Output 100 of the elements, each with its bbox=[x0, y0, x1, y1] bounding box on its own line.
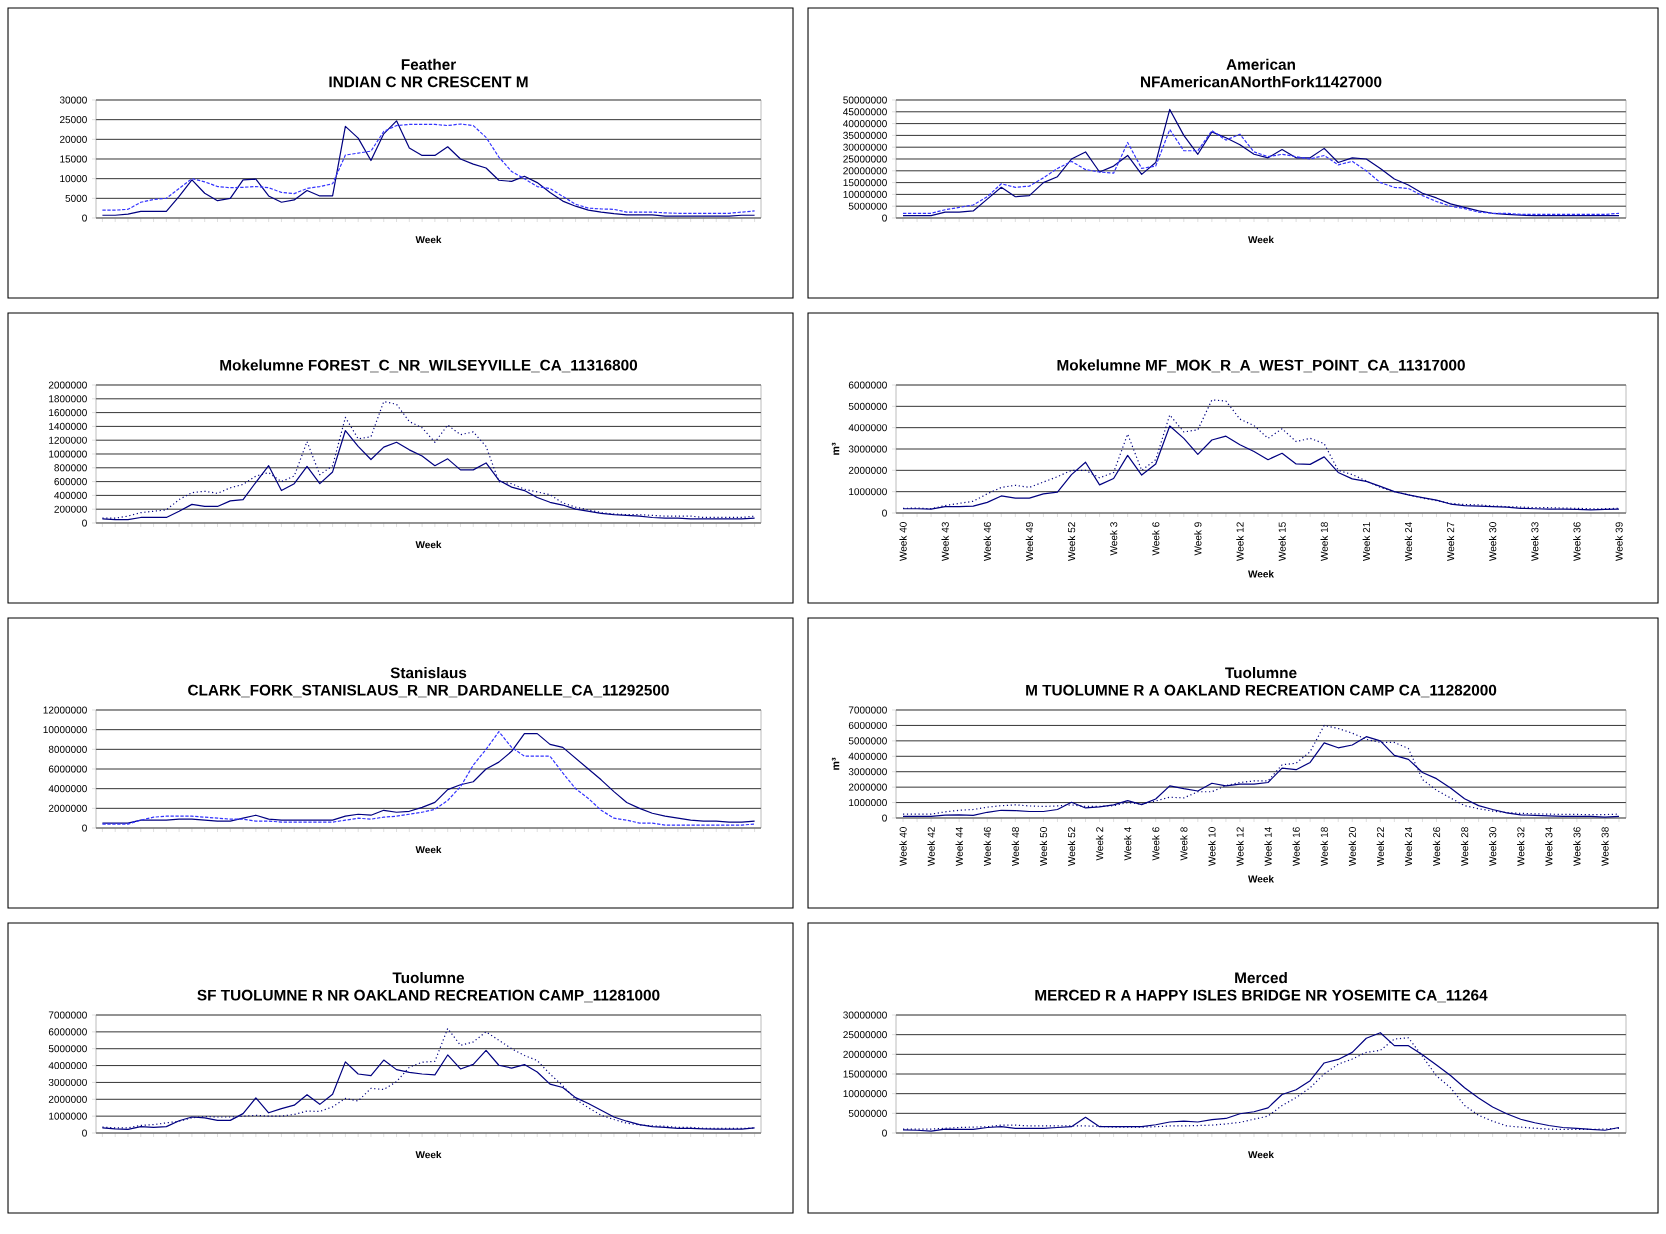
chart-title: Tuolumne bbox=[1225, 666, 1297, 679]
y-tick-label: 4000000 bbox=[48, 785, 87, 793]
y-tick-label: 1000000 bbox=[849, 488, 887, 496]
y-tick-label: 2000000 bbox=[848, 466, 887, 474]
y-tick-label: 5000000 bbox=[848, 1109, 887, 1117]
x-tick-label: Week 32 bbox=[1517, 827, 1525, 866]
y-tick-label: 0 bbox=[82, 519, 87, 527]
chart-subtitle: MERCED R A HAPPY ISLES BRIDGE NR YOSEMITE CA_11264 bbox=[1035, 989, 1488, 1003]
x-tick-label: Week 44 bbox=[955, 827, 963, 866]
y-tick-label: 20000 bbox=[59, 135, 87, 143]
x-tick-label: Week 10 bbox=[1208, 827, 1216, 866]
x-tick-label: Week 40 bbox=[899, 827, 907, 866]
x-tick-label: Week 21 bbox=[1362, 522, 1370, 561]
y-axis-title: m³ bbox=[831, 757, 840, 770]
x-axis-title: Week bbox=[1248, 235, 1274, 244]
x-tick-label: Week 14 bbox=[1264, 827, 1272, 866]
x-tick-label: Week 38 bbox=[1601, 827, 1609, 866]
chart-subtitle: INDIAN C NR CRESCENT M bbox=[329, 76, 528, 88]
y-tick-label: 3000000 bbox=[848, 445, 887, 453]
y-tick-label: 15000 bbox=[60, 155, 87, 163]
chart-subtitle: M TUOLUMNE R A OAKLAND RECREATION CAMP CA_11282000 bbox=[1026, 684, 1497, 698]
y-tick-label: 2000000 bbox=[48, 1095, 87, 1103]
y-tick-label: 7000000 bbox=[848, 706, 887, 714]
x-tick-label: Week 20 bbox=[1348, 827, 1356, 866]
y-tick-label: 10000000 bbox=[843, 190, 887, 198]
x-tick-label: Week 39 bbox=[1615, 522, 1623, 561]
x-tick-label: Week 30 bbox=[1488, 522, 1497, 561]
y-tick-label: 20000000 bbox=[843, 1050, 887, 1058]
y-tick-label: 30000000 bbox=[843, 143, 887, 151]
x-tick-label: Week 28 bbox=[1460, 827, 1469, 866]
x-tick-label: Week 12 bbox=[1236, 827, 1244, 866]
x-axis-title: Week bbox=[415, 845, 442, 854]
x-axis-title: Week bbox=[415, 235, 442, 244]
chart-title: Merced bbox=[1235, 971, 1287, 984]
y-tick-label: 30000000 bbox=[843, 1011, 887, 1019]
chart-subtitle: NFAmericanANorthFork11427000 bbox=[1141, 76, 1382, 88]
y-tick-label: 4000000 bbox=[48, 1062, 87, 1070]
y-tick-label: 5000000 bbox=[848, 202, 887, 210]
x-tick-label: Week 52 bbox=[1067, 827, 1076, 866]
x-tick-label: Week 33 bbox=[1531, 522, 1539, 561]
y-tick-label: 3000000 bbox=[48, 1078, 87, 1086]
y-tick-label: 6000000 bbox=[848, 381, 887, 389]
y-tick-label: 10000000 bbox=[43, 726, 87, 734]
chart-subtitle: SF TUOLUMNE R NR OAKLAND RECREATION CAMP_11281000 bbox=[197, 989, 660, 1003]
y-tick-label: 1800000 bbox=[49, 395, 87, 403]
x-tick-label: Week 24 bbox=[1404, 827, 1413, 866]
y-tick-label: 1000000 bbox=[49, 1112, 87, 1120]
x-axis-title: Week bbox=[1248, 1150, 1274, 1159]
y-tick-label: 0 bbox=[82, 824, 87, 832]
x-axis-title: Week bbox=[415, 540, 442, 549]
y-tick-label: 1400000 bbox=[49, 422, 87, 430]
x-tick-label: Week 43 bbox=[941, 522, 949, 561]
chart-title: Tuolumne bbox=[392, 971, 465, 984]
y-tick-label: 45000000 bbox=[843, 108, 887, 116]
x-tick-label: Week 40 bbox=[899, 522, 907, 561]
y-tick-label: 2000000 bbox=[48, 804, 87, 812]
y-tick-label: 6000000 bbox=[848, 721, 887, 729]
x-tick-label: Week 4 bbox=[1123, 827, 1132, 861]
x-tick-label: Week 15 bbox=[1278, 522, 1286, 561]
y-tick-label: 5000000 bbox=[848, 402, 887, 410]
x-tick-label: Week 18 bbox=[1320, 522, 1328, 561]
y-tick-label: 8000000 bbox=[48, 745, 87, 753]
y-tick-label: 400000 bbox=[54, 491, 87, 499]
y-tick-label: 30000 bbox=[59, 96, 87, 104]
y-tick-label: 5000000 bbox=[848, 737, 887, 745]
y-tick-label: 0 bbox=[882, 509, 887, 517]
x-tick-label: Week 27 bbox=[1446, 522, 1455, 561]
y-tick-label: 0 bbox=[82, 214, 87, 222]
y-tick-label: 200000 bbox=[54, 505, 87, 513]
x-tick-label: Week 18 bbox=[1320, 827, 1328, 866]
y-tick-label: 15000000 bbox=[843, 179, 887, 187]
x-axis-title: Week bbox=[1248, 875, 1274, 883]
y-tick-label: 0 bbox=[82, 1129, 87, 1137]
y-tick-label: 1200000 bbox=[49, 436, 87, 444]
x-tick-label: Week 8 bbox=[1180, 827, 1188, 861]
y-tick-label: 25000000 bbox=[843, 155, 887, 163]
x-tick-label: Week 6 bbox=[1152, 522, 1160, 556]
x-tick-label: Week 26 bbox=[1432, 827, 1441, 866]
y-tick-label: 600000 bbox=[54, 478, 87, 486]
x-tick-label: Week 30 bbox=[1488, 827, 1497, 866]
chart-subtitle: CLARK_FORK_STANISLAUS_R_NR_DARDANELLE_CA_11292500 bbox=[188, 684, 669, 698]
y-axis-title: m³ bbox=[831, 442, 840, 455]
x-tick-label: Week 16 bbox=[1292, 827, 1300, 866]
x-tick-label: Week 36 bbox=[1573, 827, 1581, 866]
y-tick-label: 12000000 bbox=[43, 706, 87, 714]
y-tick-label: 0 bbox=[882, 814, 887, 822]
x-tick-label: Week 42 bbox=[927, 827, 935, 866]
y-tick-label: 20000000 bbox=[843, 167, 887, 175]
x-tick-label: Week 34 bbox=[1545, 827, 1553, 866]
y-tick-label: 50000000 bbox=[843, 96, 887, 104]
x-tick-label: Week 52 bbox=[1067, 522, 1076, 561]
x-tick-label: Week 46 bbox=[983, 827, 991, 866]
y-tick-label: 5000000 bbox=[48, 1045, 87, 1053]
x-tick-label: Week 50 bbox=[1039, 827, 1048, 866]
chart-title: Feather bbox=[401, 58, 456, 70]
x-tick-label: Week 24 bbox=[1404, 522, 1413, 561]
y-tick-label: 6000000 bbox=[48, 1028, 87, 1036]
x-tick-label: Week 49 bbox=[1025, 522, 1034, 561]
y-tick-label: 1000000 bbox=[49, 450, 87, 458]
y-tick-label: 800000 bbox=[54, 464, 87, 472]
